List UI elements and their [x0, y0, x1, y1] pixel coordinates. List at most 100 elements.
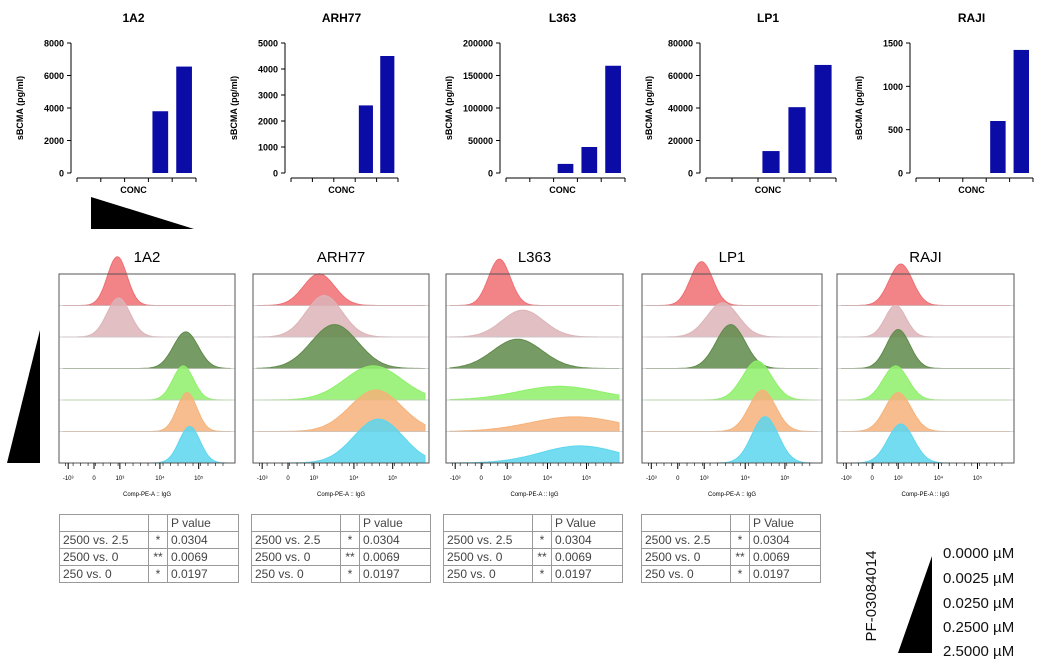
y-tick-label: 3000 [258, 91, 278, 101]
x-tick-label: 10⁴ [155, 475, 165, 482]
x-tick-label: -10³ [63, 476, 74, 482]
panel-frame [252, 273, 430, 464]
x-tick-label: 0 [676, 476, 680, 482]
concentration-wedge-vertical [7, 330, 40, 463]
comparison: 2500 vs. 0 [641, 548, 731, 566]
x-tick-label: 10⁴ [543, 475, 553, 482]
histogram-row2 [63, 297, 231, 338]
significance: * [730, 531, 750, 549]
histogram-row3 [841, 328, 1010, 369]
bar-chart-RAJI: RAJI 0 500 1000 1500 sBCMA (pg/ml) CONC [854, 11, 1034, 195]
comparison: 2500 vs. 0 [443, 548, 533, 566]
panel-title: L363 [518, 249, 551, 266]
significance: * [340, 565, 360, 583]
bar [762, 151, 780, 173]
significance: ** [340, 548, 360, 566]
chart-title: 1A2 [122, 11, 144, 25]
panel-title: 1A2 [134, 249, 161, 266]
y-tick-label: 0 [488, 169, 493, 179]
panel-title: ARH77 [317, 249, 365, 266]
y-tick-label: 500 [888, 125, 903, 135]
pvalue: 0.0069 [359, 548, 431, 566]
significance: * [340, 531, 360, 549]
legend-wedge [898, 556, 932, 653]
y-tick-label: 1000 [258, 143, 278, 153]
x-tick-label: 10⁵ [388, 475, 398, 482]
panel-frame [836, 273, 1015, 464]
bar [557, 163, 574, 173]
x-axis-label: CONC [755, 185, 782, 195]
y-tick-label: 6000 [44, 71, 64, 81]
y-tick-label: 80000 [668, 39, 693, 49]
histogram-row4 [449, 385, 620, 401]
pvalue: 0.0304 [551, 531, 623, 549]
y-tick-label: 2000 [44, 136, 64, 146]
x-tick-label: 10³ [503, 476, 512, 482]
y-tick-label: 60000 [668, 71, 693, 81]
comparison: 2500 vs. 2.5 [443, 531, 533, 549]
comparison: 2500 vs. 2.5 [59, 531, 149, 549]
y-tick-label: 1500 [883, 39, 903, 49]
chart-title: ARH77 [322, 11, 362, 25]
pvalue: 0.0197 [167, 565, 239, 583]
pvalue: 0.0304 [359, 531, 431, 549]
x-tick-label: -10³ [450, 476, 461, 482]
y-tick-label: 2000 [258, 117, 278, 127]
x-axis-label: CONC [958, 185, 985, 195]
x-tick-label: -10³ [841, 476, 852, 482]
histogram-row2 [841, 304, 1010, 338]
bar [990, 121, 1006, 173]
histogram-row4 [257, 365, 426, 401]
significance: ** [730, 548, 750, 566]
bar [1013, 49, 1030, 173]
y-tick-label: 200000 [463, 39, 493, 49]
x-tick-label: 10⁵ [780, 475, 790, 482]
y-tick-label: 5000 [258, 39, 278, 49]
panel-frame [641, 273, 823, 464]
significance: * [148, 565, 168, 583]
x-tick-label: 0 [480, 476, 484, 482]
y-axis-label: sBCMA (pg/ml) [229, 76, 239, 140]
pvalue: 0.0304 [749, 531, 821, 549]
x-tick-label: 10⁵ [194, 475, 204, 482]
y-tick-label: 50000 [468, 136, 493, 146]
bar [814, 64, 832, 173]
histogram-row5 [449, 416, 620, 432]
y-tick-label: 0 [59, 169, 64, 179]
chart-title: L363 [549, 11, 577, 25]
y-tick-label: 0 [898, 169, 903, 179]
significance: * [148, 531, 168, 549]
pvalue-header: P Value [551, 514, 623, 532]
histogram-row2 [449, 309, 619, 338]
bar-chart-L363: L363 0 50000 100000 150000 200000 sBCMA (pg/ml… [444, 11, 626, 195]
pvalue: 0.0069 [551, 548, 623, 566]
y-tick-label: 40000 [668, 104, 693, 114]
y-tick-label: 4000 [44, 104, 64, 114]
x-axis-label: Comp-PE-A :: IgG [123, 492, 171, 498]
significance: * [532, 565, 552, 583]
x-tick-label: 0 [871, 476, 875, 482]
legend-conc-1: 0.0025 µM [943, 570, 1015, 587]
x-tick-label: -10³ [257, 476, 268, 482]
y-tick-label: 20000 [668, 136, 693, 146]
x-tick-label: 0 [92, 476, 96, 482]
bar [581, 147, 598, 173]
panel-frame [58, 273, 236, 464]
x-tick-label: 10⁴ [741, 475, 751, 482]
concentration-wedge-horizontal [91, 197, 194, 229]
histogram-row1 [646, 261, 818, 306]
x-tick-label: 10⁵ [973, 475, 983, 482]
significance: * [730, 565, 750, 583]
bar-chart-ARH77: ARH77 0 1000 2000 3000 4000 5000 sBCMA (pg/ml) C… [229, 11, 399, 195]
pvalue-header: P Value [749, 514, 821, 532]
legend-conc-3: 0.2500 µM [943, 619, 1015, 636]
comparison: 2500 vs. 0 [59, 548, 149, 566]
y-axis-label: sBCMA (pg/ml) [444, 76, 454, 140]
histogram-row1 [450, 258, 619, 306]
y-axis-label: sBCMA (pg/ml) [854, 76, 864, 140]
pvalue: 0.0069 [167, 548, 239, 566]
